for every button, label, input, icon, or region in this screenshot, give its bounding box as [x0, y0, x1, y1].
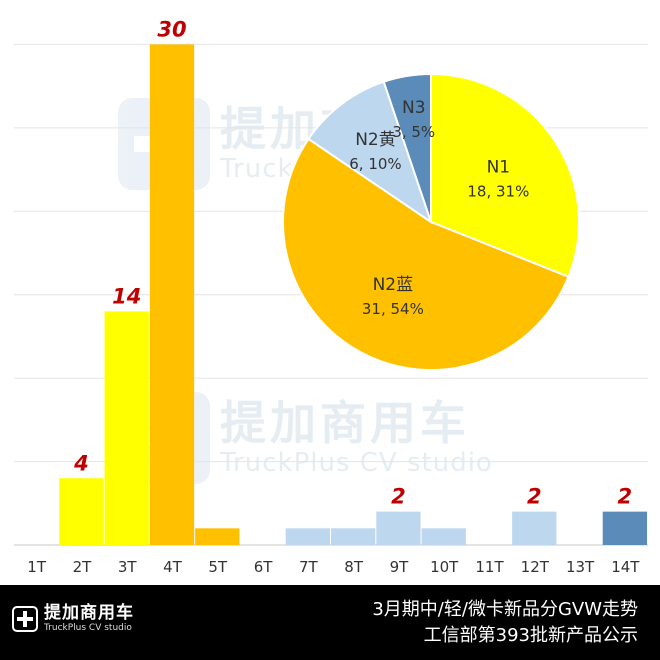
data-label-3T: 14: [112, 284, 141, 308]
x-tick-7T: 7T: [299, 558, 319, 576]
bar-9T: [376, 511, 421, 545]
x-tick-6T: 6T: [254, 558, 274, 576]
footer-line-1: 3月期中/轻/微卡新品分GVW走势: [372, 599, 638, 620]
pie-label-name-N2蓝: N2蓝: [373, 275, 414, 295]
pie-label-value-N2黄: 6, 10%: [349, 155, 401, 173]
bar-14T: [602, 511, 647, 545]
x-tick-5T: 5T: [208, 558, 228, 576]
bar-2T: [59, 478, 104, 545]
data-label-9T: 2: [391, 485, 406, 509]
x-tick-10T: 10T: [430, 558, 459, 576]
footer-logo: 提加商用车 TruckPlus CV studio: [12, 603, 134, 634]
pie-slice-N1: [430, 72, 580, 279]
x-tick-1T: 1T: [27, 558, 47, 576]
data-label-2T: 4: [73, 451, 89, 475]
pie-slice-N2蓝: [282, 137, 570, 371]
pie-label-name-N3: N3: [402, 98, 426, 118]
bar-12T: [512, 511, 557, 545]
x-tick-4T: 4T: [163, 558, 183, 576]
bar-series: [59, 44, 647, 545]
truckplus-cross-icon: [12, 606, 38, 633]
x-tick-13T: 13T: [566, 558, 595, 576]
x-tick-12T: 12T: [521, 558, 550, 576]
bar-8T: [331, 528, 376, 545]
pie-label-value-N3: 3, 5%: [392, 123, 435, 141]
bar-5T: [195, 528, 240, 545]
pie-slice-N2黄: [307, 80, 433, 225]
footer-line-2: 工信部第393批新产品公示: [423, 625, 638, 646]
data-label-14T: 2: [618, 485, 633, 509]
x-tick-14T: 14T: [611, 558, 640, 576]
pie-chart: N1 18, 31% N2蓝 31, 54% N2黄 6, 10% N3 3, 5%: [282, 72, 580, 371]
x-tick-11T: 11T: [475, 558, 504, 576]
data-label-12T: 2: [527, 485, 542, 509]
bar-data-labels: 4 14 30 2 2 2: [73, 17, 632, 508]
footer-bar: 提加商用车 TruckPlus CV studio 3月期中/轻/微卡新品分GV…: [0, 585, 660, 660]
x-tick-3T: 3T: [118, 558, 138, 576]
pie-slice-N3: [382, 72, 432, 223]
x-axis-ticks: 1T 2T 3T 4T 5T 6T 7T 8T 9T 10T 11T 12T 13T 14T: [27, 558, 640, 576]
data-label-4T: 30: [157, 17, 186, 41]
pie-label-value-N2蓝: 31, 54%: [362, 300, 424, 318]
bar-7T: [285, 528, 330, 545]
pie-label-name-N2黄: N2黄: [355, 130, 396, 150]
bar-3T: [104, 311, 149, 545]
pie-label-name-N1: N1: [487, 157, 511, 177]
footer-caption: 3月期中/轻/微卡新品分GVW走势 工信部第393批新产品公示: [372, 597, 638, 649]
footer-brand-en: TruckPlus CV studio: [44, 622, 132, 633]
x-tick-8T: 8T: [344, 558, 364, 576]
bar-4T: [149, 44, 195, 545]
footer-brand-cn: 提加商用车: [44, 603, 134, 623]
x-tick-2T: 2T: [73, 558, 93, 576]
x-tick-9T: 9T: [390, 558, 410, 576]
pie-label-value-N1: 18, 31%: [467, 182, 529, 200]
bar-10T: [421, 528, 466, 545]
